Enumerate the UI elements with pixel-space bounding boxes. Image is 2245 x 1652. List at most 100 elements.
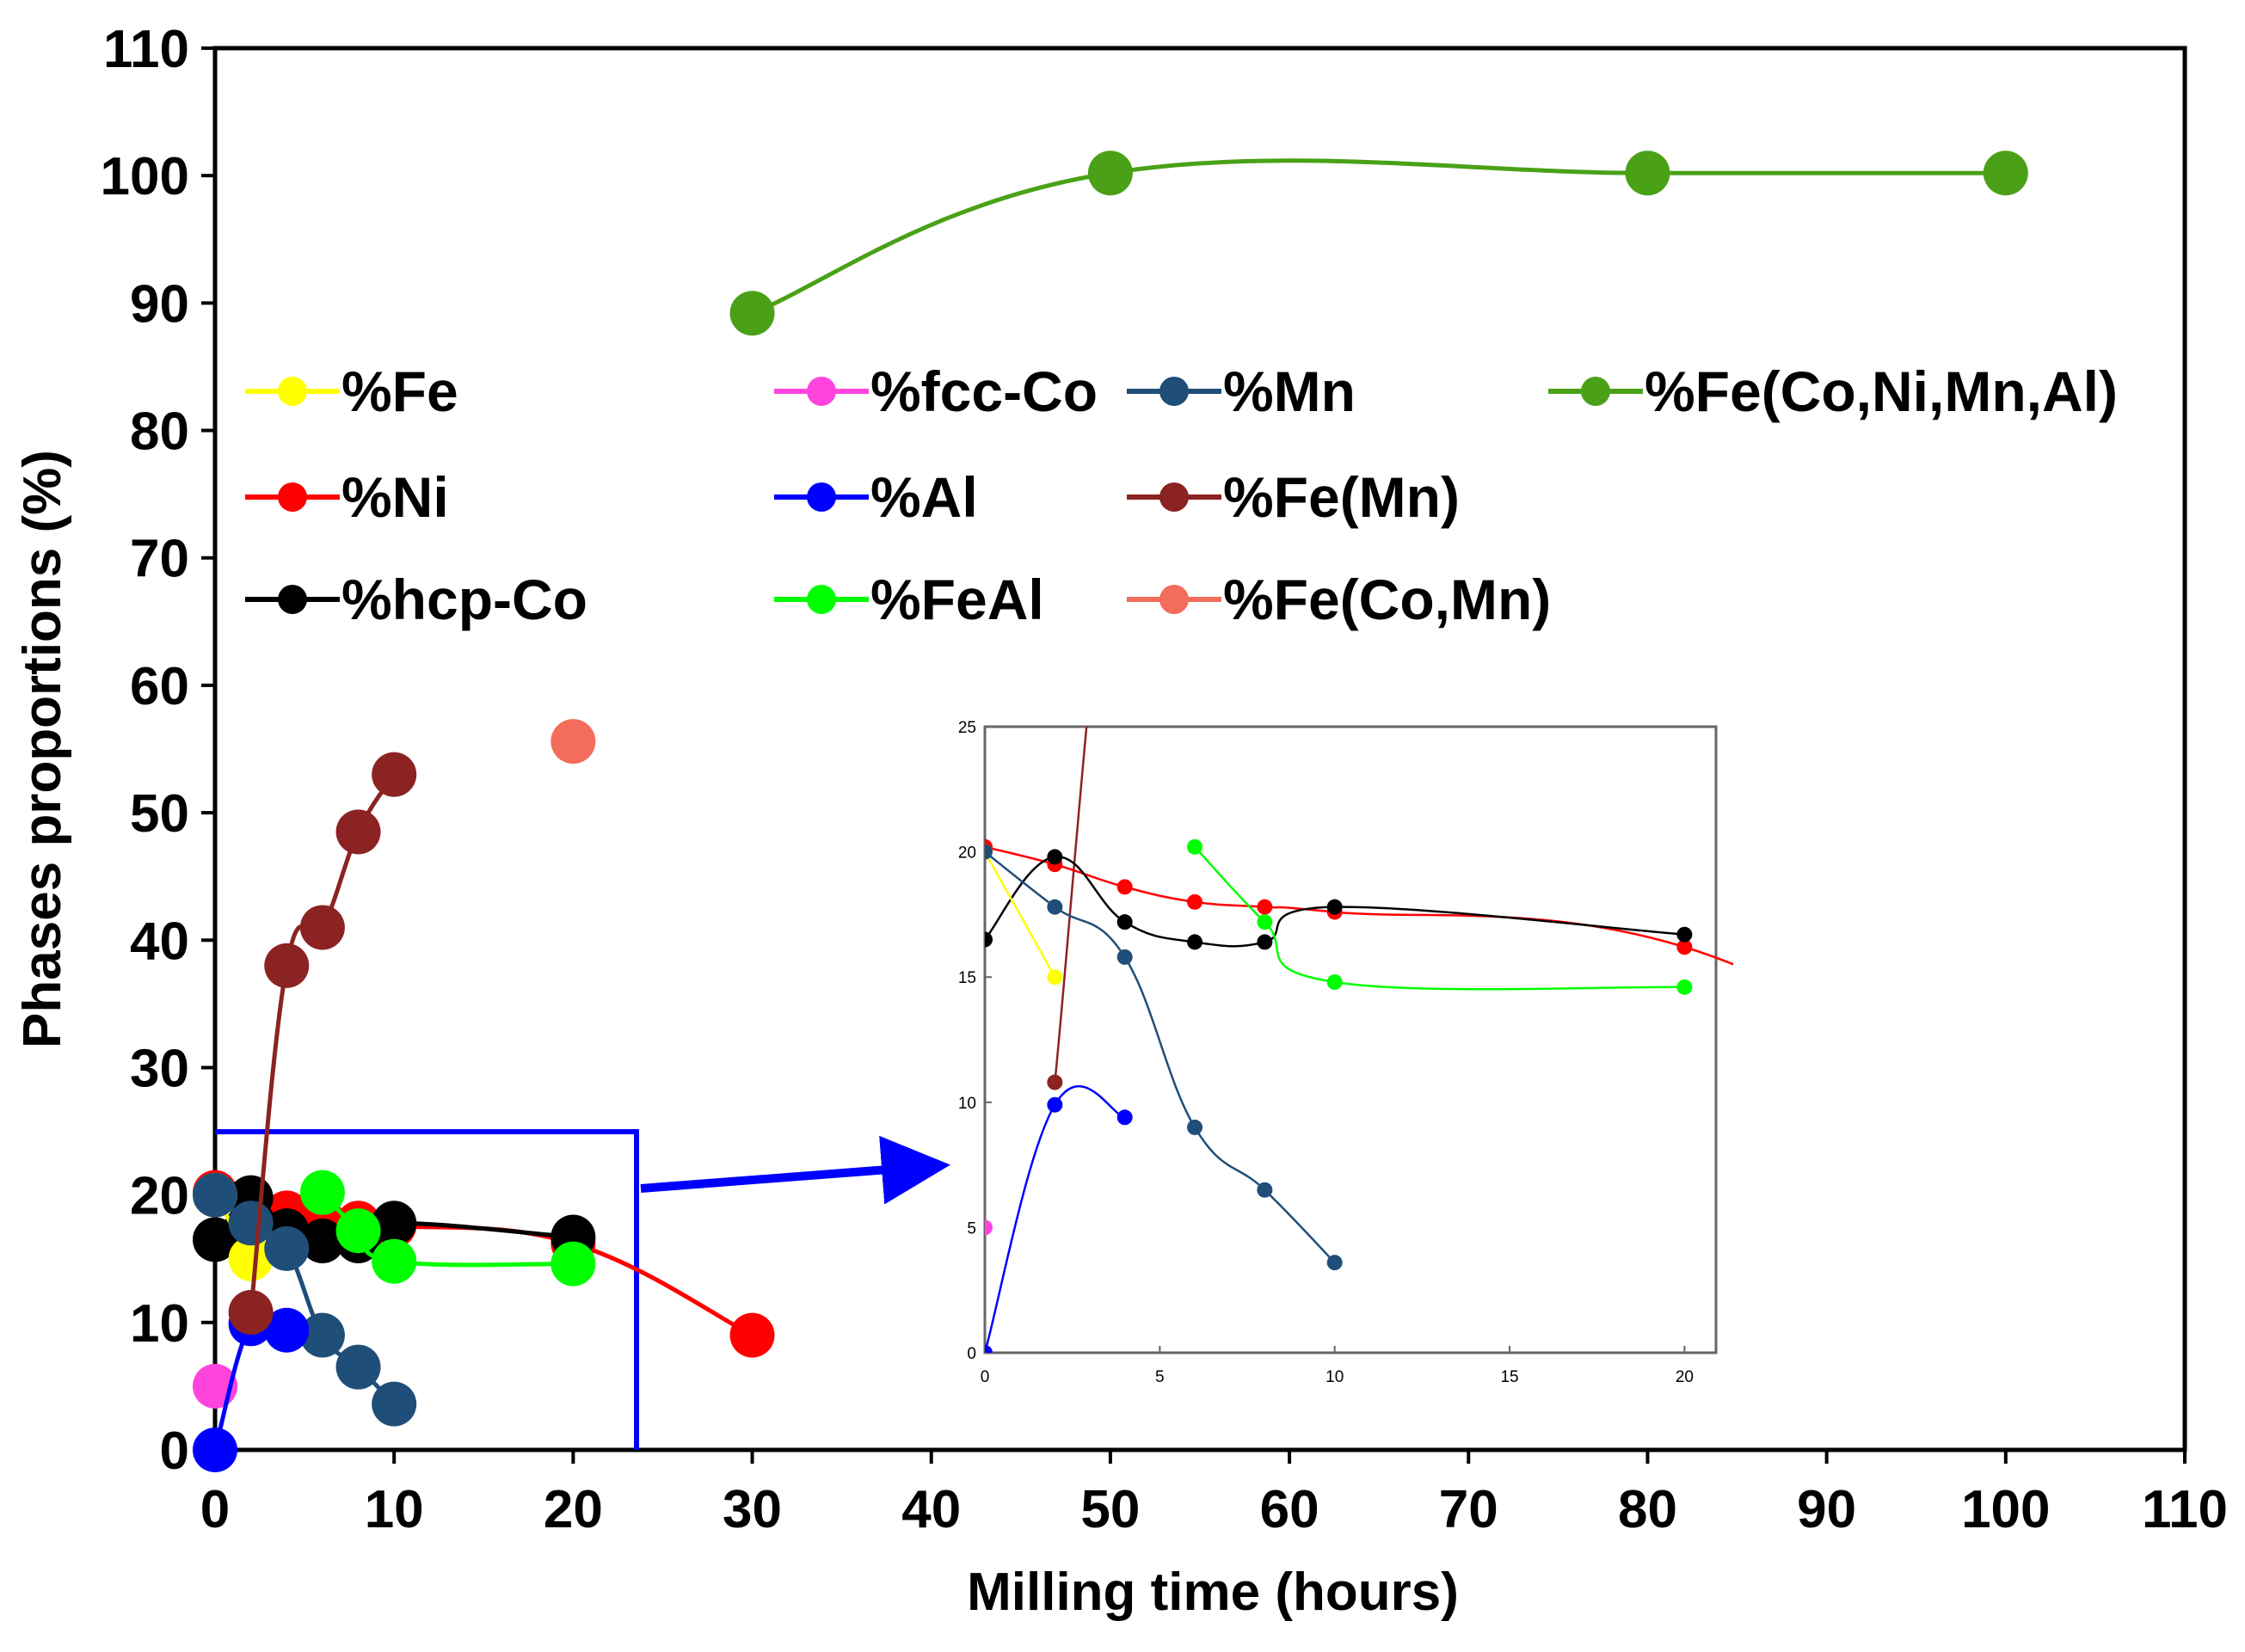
data-point-fe-co-mn <box>550 719 596 765</box>
inset-series-feal <box>1187 838 1693 995</box>
inset-data-point-hcp-co <box>1047 849 1063 865</box>
series-fe-co-ni-mn-al <box>729 150 2028 336</box>
inset-x-tick-label: 10 <box>1325 1368 1344 1386</box>
x-tick-label: 90 <box>1797 1480 1856 1539</box>
y-tick-label: 0 <box>160 1422 189 1481</box>
inset-data-point-ni <box>1257 899 1273 915</box>
data-point-mn <box>264 1225 310 1271</box>
inset-data-point-al <box>1116 1109 1133 1126</box>
inset-data-point-ni <box>1187 894 1203 910</box>
data-point-fe-mn <box>335 809 381 855</box>
inset-data-point-ni <box>2027 1120 2042 1135</box>
legend-label: %Mn <box>1223 359 1356 423</box>
inset-data-point-feal <box>1326 974 1343 991</box>
data-point-hcp-co <box>193 1217 237 1262</box>
series-mn <box>193 1172 417 1427</box>
inset-data-point-feal <box>1257 914 1273 930</box>
inset-data-point-ni <box>1116 879 1133 895</box>
inset-x-tick-label: 5 <box>1155 1368 1165 1386</box>
legend-marker <box>807 377 836 406</box>
data-point-mn <box>335 1344 381 1390</box>
x-tick-label: 30 <box>723 1480 782 1539</box>
x-tick-label: 70 <box>1439 1480 1498 1539</box>
inset-series-layer <box>985 727 2042 1353</box>
series-fe-mn <box>228 752 417 1335</box>
main-series-layer <box>193 150 2028 1472</box>
data-point-feal <box>372 1238 417 1284</box>
inset-data-point-mn <box>1116 949 1133 965</box>
legend-item-mn: %Mn <box>1127 359 1356 423</box>
inset-series-line-feal <box>1194 845 1685 991</box>
x-tick-label: 110 <box>2142 1480 2228 1539</box>
legend-label: %Fe(Co,Mn) <box>1223 568 1551 631</box>
inset-y-tick-label: 20 <box>958 844 976 863</box>
data-point-feal <box>335 1208 381 1254</box>
x-tick-label: 20 <box>544 1480 603 1539</box>
x-tick-label: 80 <box>1618 1480 1677 1539</box>
inset-y-tick-label: 5 <box>967 1219 976 1237</box>
data-point-fe-co-ni-mn-al <box>1087 150 1133 196</box>
data-point-fe-co-ni-mn-al <box>1983 150 2028 196</box>
inset-data-point-al <box>1047 1096 1063 1113</box>
y-tick-label: 100 <box>101 147 189 206</box>
y-tick-label: 10 <box>130 1294 189 1354</box>
data-point-fe <box>228 1236 274 1281</box>
legend-marker <box>278 585 307 614</box>
data-point-fe-mn <box>264 943 310 988</box>
legend-label: %fcc-Co <box>870 359 1098 423</box>
data-point-mn <box>299 1312 345 1358</box>
inset-data-point-hcp-co <box>1187 934 1203 950</box>
inset-data-point-al <box>985 1345 993 1353</box>
legend-item-fe-mn: %Fe(Mn) <box>1127 465 1460 529</box>
inset-frame <box>983 725 1718 1354</box>
inset-series-line-ni <box>985 845 1733 966</box>
inset-data-point-fcc-co <box>985 1219 993 1236</box>
inset-data-point-mn <box>1257 1182 1273 1198</box>
data-point-hcp-co <box>372 1201 417 1246</box>
inset-data-point-hcp-co <box>1326 899 1343 915</box>
legend-label: %Al <box>870 465 978 529</box>
x-axis-title: Milling time (hours) <box>967 1563 1459 1622</box>
legend-item-fcc-co: %fcc-Co <box>774 359 1098 423</box>
inset-x-tick-label: 15 <box>1500 1368 1518 1386</box>
inset-data-point-fe <box>1047 969 1063 986</box>
inset-series-line-fe <box>985 851 1056 978</box>
legend-marker <box>807 482 836 512</box>
legend-marker <box>807 585 836 614</box>
data-point-fe-co-ni-mn-al <box>1625 150 1670 196</box>
inset-y-tick-label: 15 <box>958 969 976 987</box>
inset-series-fcc-co <box>985 1219 993 1236</box>
legend-item-fe-co-ni-mn-al: %Fe(Co,Ni,Mn,Al) <box>1548 359 2118 423</box>
inset-data-point-hcp-co <box>985 931 993 948</box>
y-tick-label: 20 <box>130 1167 189 1226</box>
inset-data-point-fe-mn <box>1047 1074 1063 1090</box>
inset-axis-ticks: 0 5 10 15 20 0 5 10 15 20 25 <box>958 719 1694 1386</box>
inset-y-tick-label: 10 <box>958 1095 976 1113</box>
inset-y-tick-label: 25 <box>958 719 976 737</box>
data-point-hcp-co <box>299 1218 345 1263</box>
data-point-mn <box>193 1172 237 1218</box>
legend-item-fe-co-mn: %Fe(Co,Mn) <box>1127 568 1551 631</box>
inset-series-line-al <box>985 1084 1126 1353</box>
inset-series-mn <box>985 844 1343 1271</box>
data-point-mn <box>372 1381 417 1427</box>
inset-series-al <box>985 1084 1133 1353</box>
data-point-feal <box>299 1170 345 1215</box>
y-axis-title: Phases proportions (%) <box>13 450 72 1048</box>
x-tick-label: 10 <box>365 1480 424 1539</box>
legend-label: %FeAl <box>870 568 1044 631</box>
inset-data-point-feal <box>1187 838 1203 855</box>
inset-series-ni <box>985 838 2042 1135</box>
legend-marker <box>1159 482 1189 512</box>
inset-series-line-fe-mn <box>1054 727 1088 1083</box>
legend-item-al: %Al <box>774 465 978 529</box>
inset-data-point-hcp-co <box>1116 914 1133 930</box>
data-point-fe-mn <box>372 752 417 797</box>
legend-item-fe: %Fe <box>245 359 458 423</box>
data-point-fe-mn <box>228 1289 274 1335</box>
inset-x-tick-label: 0 <box>981 1368 990 1386</box>
y-tick-label: 50 <box>130 784 189 844</box>
inset-data-point-ni <box>1676 939 1693 955</box>
legend-label: %Fe(Co,Ni,Mn,Al) <box>1645 359 2118 423</box>
